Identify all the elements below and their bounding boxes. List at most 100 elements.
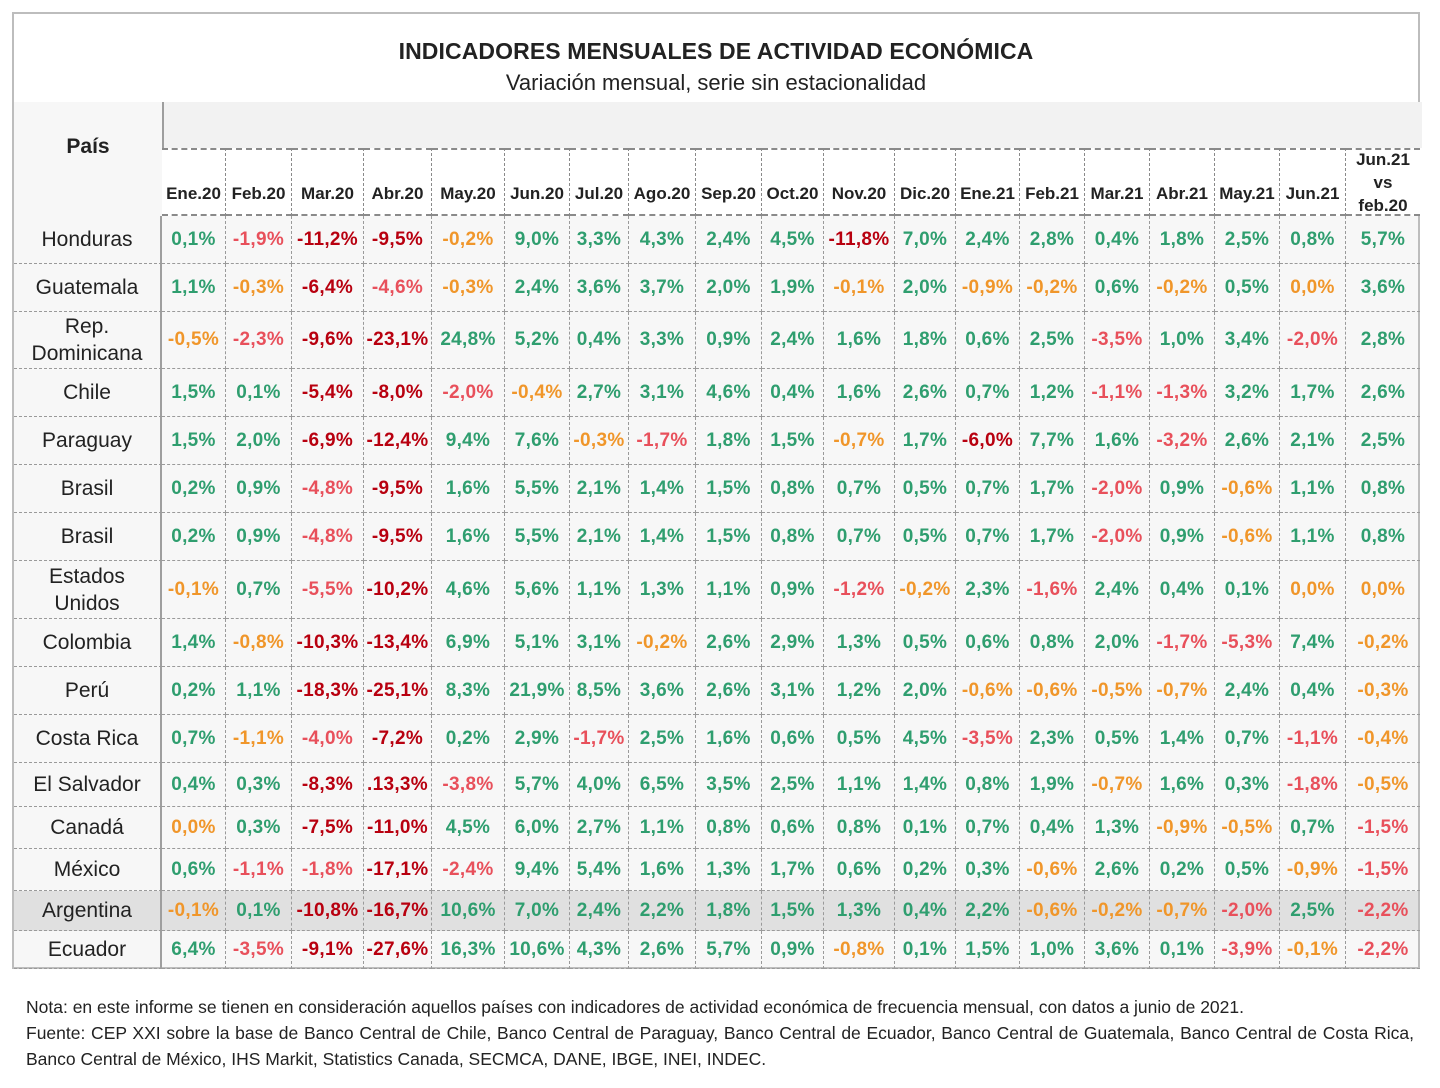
table-cell: -0,2% <box>1020 264 1085 312</box>
table-cell: -9,5% <box>364 513 432 561</box>
table-cell: 2,4% <box>956 216 1020 264</box>
table-cell: -2,2% <box>1346 891 1420 931</box>
table-cell: 1,1% <box>824 763 895 807</box>
table-cell: -0,7% <box>1150 667 1215 715</box>
table-cell: 1,4% <box>1150 715 1215 763</box>
table-cell: 0,5% <box>1215 849 1280 891</box>
table-cell: 0,1% <box>895 931 956 969</box>
table-cell: 2,6% <box>696 619 762 667</box>
table-cell: 2,0% <box>1085 619 1150 667</box>
table-cell: 0,2% <box>162 513 226 561</box>
table-frame: INDICADORES MENSUALES DE ACTIVIDAD ECONÓ… <box>12 12 1422 969</box>
table-cell: -0,5% <box>1085 667 1150 715</box>
table-cell: -12,4% <box>364 417 432 465</box>
table-cell: 0,4% <box>162 763 226 807</box>
table-cell: -0,3% <box>432 264 505 312</box>
table-cell: -1,1% <box>226 849 292 891</box>
table-cell: 2,4% <box>505 264 570 312</box>
table-cell: 0,8% <box>762 465 824 513</box>
country-name: Colombia <box>14 619 162 667</box>
table-cell: 1,7% <box>1280 369 1346 417</box>
table-cell: 2,5% <box>1280 891 1346 931</box>
table-cell: -4,0% <box>292 715 364 763</box>
table-cell: 3,6% <box>570 264 629 312</box>
country-name: Chile <box>14 369 162 417</box>
table-cell: -0,8% <box>226 619 292 667</box>
table-cell: 1,3% <box>824 619 895 667</box>
table-cell: 1,8% <box>895 312 956 369</box>
table-cell: 2,6% <box>895 369 956 417</box>
column-header: Jun.20 <box>505 148 570 216</box>
table-cell: -0,8% <box>824 931 895 969</box>
table-cell: 1,4% <box>162 619 226 667</box>
table-cell: 0,0% <box>1280 561 1346 619</box>
table-cell: -2,4% <box>432 849 505 891</box>
table-cell: 0,9% <box>762 561 824 619</box>
table-cell: 2,4% <box>696 216 762 264</box>
table-cell: 1,6% <box>432 465 505 513</box>
table-cell: -0,6% <box>956 667 1020 715</box>
table-cell: 0,7% <box>824 465 895 513</box>
table-cell: 2,8% <box>1020 216 1085 264</box>
table-cell: 1,3% <box>824 891 895 931</box>
table-cell: 4,5% <box>762 216 824 264</box>
country-name: Argentina <box>14 891 162 931</box>
table-cell: 0,6% <box>162 849 226 891</box>
table-cell: 0,4% <box>895 891 956 931</box>
table-cell: 1,5% <box>696 465 762 513</box>
table-cell: .13,3% <box>364 763 432 807</box>
column-header: Jul.20 <box>570 148 629 216</box>
table-cell: 3,4% <box>1215 312 1280 369</box>
table-cell: -0,9% <box>1280 849 1346 891</box>
table-cell: -5,3% <box>1215 619 1280 667</box>
table-cell: -0,6% <box>1215 465 1280 513</box>
column-header: Ago.20 <box>629 148 696 216</box>
table-cell: 2,1% <box>570 465 629 513</box>
table-cell: 2,0% <box>895 667 956 715</box>
table-cell: 0,4% <box>1085 216 1150 264</box>
table-cell: 0,8% <box>824 807 895 849</box>
table-cell: 1,8% <box>1150 216 1215 264</box>
table-cell: 0,2% <box>162 667 226 715</box>
table-cell: -0,3% <box>226 264 292 312</box>
table-title: INDICADORES MENSUALES DE ACTIVIDAD ECONÓ… <box>398 38 1034 64</box>
table-cell: -10,3% <box>292 619 364 667</box>
column-header: Jun.21 vs feb.20 <box>1346 148 1420 216</box>
title-area: INDICADORES MENSUALES DE ACTIVIDAD ECONÓ… <box>14 14 1418 102</box>
table-cell: 0,9% <box>1150 465 1215 513</box>
table-cell: 1,7% <box>762 849 824 891</box>
table-cell: 0,1% <box>895 807 956 849</box>
table-cell: -11,0% <box>364 807 432 849</box>
header-band <box>162 102 1422 148</box>
table-cell: 2,3% <box>1020 715 1085 763</box>
table-cell: 0,3% <box>956 849 1020 891</box>
table-cell: 0,0% <box>1280 264 1346 312</box>
table-cell: -4,8% <box>292 465 364 513</box>
table-cell: -3,2% <box>1150 417 1215 465</box>
table-cell: 0,3% <box>226 763 292 807</box>
table-cell: 5,5% <box>505 465 570 513</box>
table-cell: -1,1% <box>1280 715 1346 763</box>
table-cell: -16,7% <box>364 891 432 931</box>
table-cell: 0,4% <box>762 369 824 417</box>
table-cell: 3,6% <box>629 667 696 715</box>
table-cell: 2,1% <box>1280 417 1346 465</box>
column-header-line: feb.20 <box>1358 195 1408 215</box>
table-cell: 7,6% <box>505 417 570 465</box>
footnotes: Nota: en este informe se tienen en consi… <box>26 994 1414 1072</box>
table-cell: 2,7% <box>570 369 629 417</box>
table-cell: 0,5% <box>824 715 895 763</box>
table-cell: -0,7% <box>1085 763 1150 807</box>
table-cell: 1,5% <box>696 513 762 561</box>
table-cell: -0,1% <box>824 264 895 312</box>
table-cell: 2,0% <box>895 264 956 312</box>
table-cell: 2,5% <box>1346 417 1420 465</box>
table-cell: -0,6% <box>1020 849 1085 891</box>
table-cell: -1,5% <box>1346 849 1420 891</box>
column-header: Dic.20 <box>895 148 956 216</box>
table-cell: 1,8% <box>696 417 762 465</box>
table-cell: 0,2% <box>895 849 956 891</box>
table-cell: 0,7% <box>226 561 292 619</box>
table-cell: -3,8% <box>432 763 505 807</box>
column-header-line: Jun.21 <box>1356 149 1410 169</box>
